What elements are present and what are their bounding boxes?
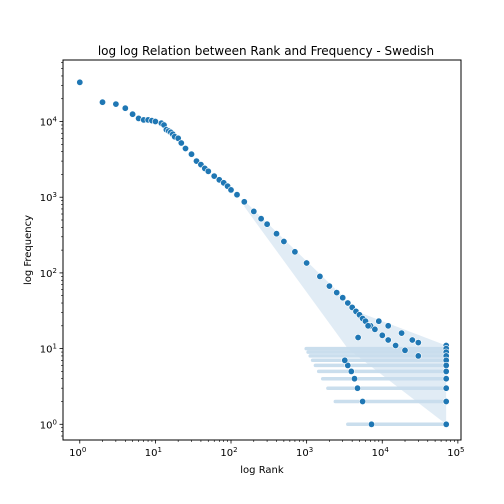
y-tick-label: 102 (40, 267, 57, 280)
data-point (251, 208, 257, 214)
x-tick-base: 10 (296, 448, 309, 459)
data-point (415, 353, 421, 359)
data-point (398, 330, 404, 336)
data-point (188, 151, 194, 157)
data-point (334, 289, 340, 295)
y-tick-exponent: 2 (53, 267, 57, 275)
data-point (415, 339, 421, 345)
data-point (376, 318, 382, 324)
data-point (205, 168, 211, 174)
y-tick-label: 104 (40, 116, 58, 129)
data-point (385, 323, 391, 329)
x-tick-base: 10 (220, 448, 233, 459)
data-point (372, 326, 378, 332)
data-point (182, 145, 188, 151)
x-tick-exponent: 3 (309, 446, 313, 454)
x-axis-label: log Rank (240, 465, 284, 476)
data-point (443, 376, 449, 382)
x-tick-label: 100 (69, 446, 86, 459)
data-point (234, 192, 240, 198)
x-tick-label: 105 (447, 446, 464, 459)
data-point (348, 368, 354, 374)
y-axis-label: log Frequency (23, 215, 34, 285)
data-point (342, 357, 348, 363)
data-point (178, 140, 184, 146)
data-point (152, 118, 158, 124)
data-point (351, 376, 357, 382)
x-tick-label: 101 (145, 446, 162, 459)
y-tick-exponent: 0 (53, 418, 57, 426)
data-point (402, 347, 408, 353)
data-point (99, 99, 105, 105)
data-point (303, 260, 309, 266)
data-point (129, 111, 135, 117)
data-point (326, 283, 332, 289)
data-point (443, 385, 449, 391)
data-point (355, 334, 361, 340)
data-point (340, 295, 346, 301)
x-tick-label: 103 (296, 446, 313, 459)
x-tick-base: 10 (69, 448, 82, 459)
x-tick-exponent: 2 (233, 446, 237, 454)
x-tick-label: 102 (220, 446, 237, 459)
y-tick-label: 103 (40, 191, 57, 204)
x-tick-base: 10 (145, 448, 158, 459)
data-point (443, 421, 449, 427)
data-point (409, 337, 415, 343)
chart-title: log log Relation between Rank and Freque… (98, 44, 434, 58)
data-point (443, 398, 449, 404)
data-point (365, 323, 371, 329)
data-point (77, 79, 83, 85)
data-point (241, 199, 247, 205)
data-point (385, 337, 391, 343)
data-point (273, 231, 279, 237)
data-point (379, 332, 385, 338)
data-point (228, 187, 234, 193)
data-point (443, 362, 449, 368)
x-tick-base: 10 (447, 448, 460, 459)
y-tick-base: 10 (40, 269, 53, 280)
x-tick-exponent: 4 (384, 446, 389, 454)
data-point (317, 273, 323, 279)
data-point (258, 216, 264, 222)
data-point (281, 238, 287, 244)
y-tick-exponent: 4 (53, 116, 58, 124)
x-tick-base: 10 (372, 448, 385, 459)
data-point (264, 221, 270, 227)
x-axis-ticks: 100 101 102 103 104 105 (69, 440, 464, 459)
data-point (359, 398, 365, 404)
y-tick-base: 10 (40, 420, 53, 431)
x-tick-label: 104 (372, 446, 390, 459)
data-point (443, 368, 449, 374)
data-point (113, 101, 119, 107)
data-point (354, 385, 360, 391)
x-tick-exponent: 1 (158, 446, 162, 454)
x-tick-exponent: 0 (82, 446, 86, 454)
y-tick-base: 10 (40, 193, 53, 204)
data-point (392, 342, 398, 348)
y-tick-base: 10 (40, 118, 53, 129)
data-point (122, 105, 128, 111)
y-tick-label: 100 (40, 418, 57, 431)
y-tick-exponent: 3 (53, 191, 57, 199)
y-tick-exponent: 1 (53, 343, 57, 351)
data-point (368, 421, 374, 427)
x-tick-exponent: 5 (460, 446, 464, 454)
y-tick-label: 101 (40, 343, 57, 356)
data-point (292, 249, 298, 255)
y-tick-base: 10 (40, 345, 53, 356)
